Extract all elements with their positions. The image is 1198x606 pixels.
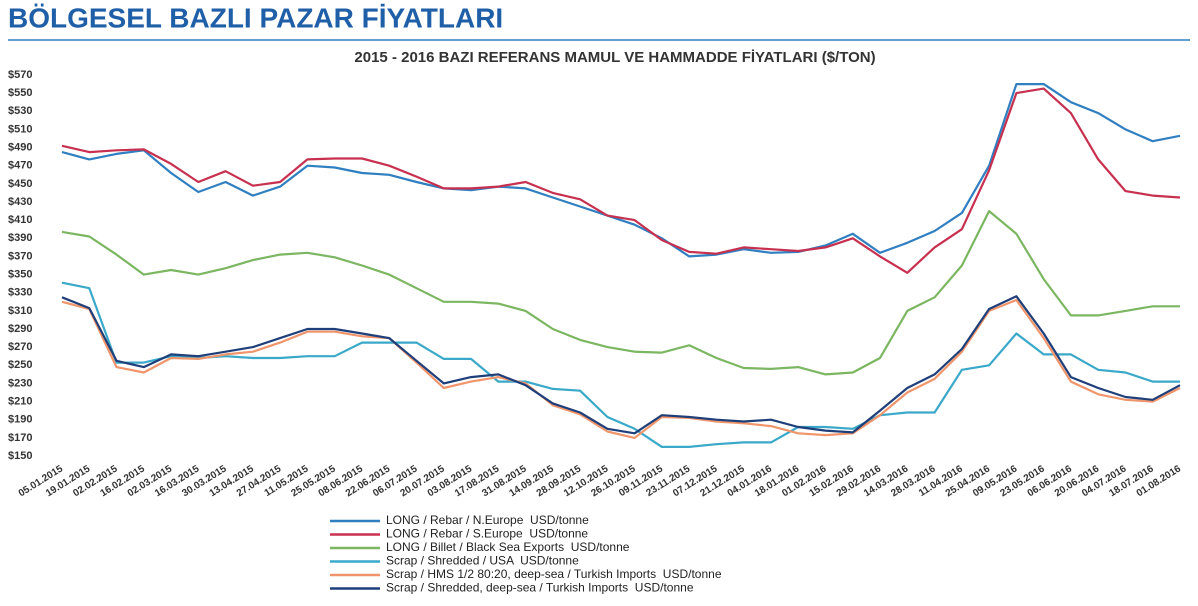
y-tick-label: $250 [8,359,32,371]
line-series [61,87,1181,274]
y-tick-label: $170 [8,432,32,444]
y-tick-label: $150 [8,450,32,462]
y-tick-label: $470 [8,160,32,172]
y-tick-label: $350 [8,268,32,280]
legend-label: Scrap / Shredded, deep-sea / Turkish Imp… [386,581,694,595]
chart-title: 2015 - 2016 BAZI REFERANS MAMUL VE HAMMA… [354,49,875,66]
legend-label: Scrap / HMS 1/2 80:20, deep-sea / Turkis… [386,567,722,581]
y-tick-label: $430 [8,196,32,208]
y-tick-label: $490 [8,141,32,153]
line-series [61,83,1181,258]
y-tick-label: $570 [8,69,32,81]
line-series [61,281,1180,448]
y-tick-label: $310 [8,305,32,317]
y-tick-label: $190 [8,414,32,426]
y-tick-label: $410 [8,214,32,226]
page-title: BÖLGESEL BAZLI PAZAR FİYATLARI [8,2,503,33]
y-tick-label: $450 [8,178,32,190]
y-tick-label: $370 [8,250,32,262]
y-tick-label: $230 [8,377,32,389]
line-series [61,295,1181,435]
y-tick-label: $290 [8,323,32,335]
y-tick-label: $330 [8,287,32,299]
legend-label: Scrap / Shredded / USA USD/tonne [386,554,579,568]
y-tick-label: $390 [8,232,32,244]
y-tick-label: $550 [8,87,32,99]
legend-label: LONG / Rebar / N.Europe USD/tonne [386,513,589,527]
y-tick-label: $210 [8,395,32,407]
y-tick-label: $270 [8,341,32,353]
y-tick-label: $530 [8,105,32,117]
line-series [61,298,1181,439]
y-tick-label: $510 [8,123,32,135]
line-series [61,210,1180,376]
legend-label: LONG / Billet / Black Sea Exports USD/to… [386,540,630,554]
legend-label: LONG / Rebar / S.Europe USD/tonne [386,527,588,541]
